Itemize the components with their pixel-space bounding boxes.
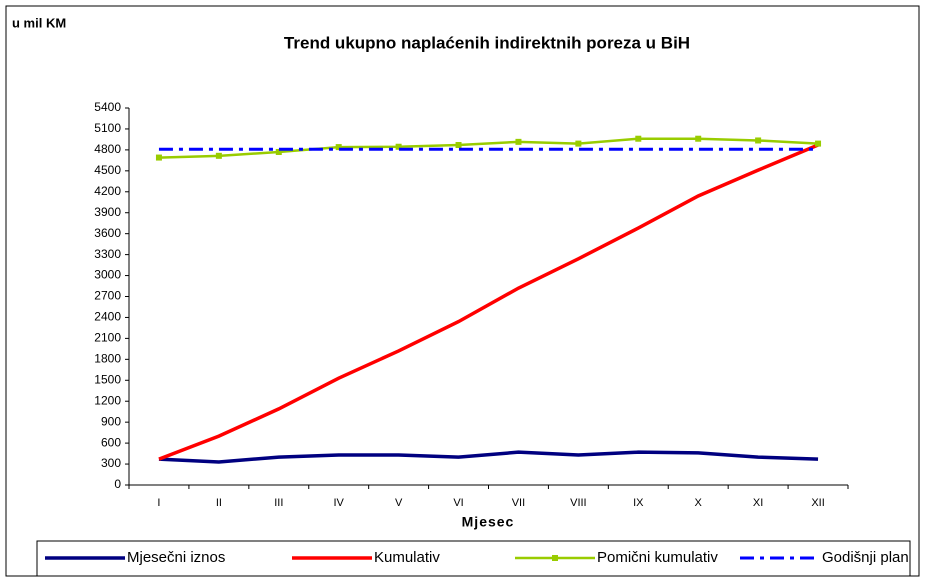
x-tick-label: X [695, 497, 703, 509]
x-tick-label: VI [453, 497, 463, 509]
y-tick-label: 3600 [94, 226, 121, 240]
legend-label: Pomični kumulativ [597, 549, 718, 566]
x-tick-label: IX [633, 497, 644, 509]
y-tick-label: 300 [101, 456, 121, 470]
point [575, 140, 582, 147]
x-tick-label: V [395, 497, 403, 509]
x-tick-label: VII [512, 497, 525, 509]
x-tick-label: XII [811, 497, 824, 509]
y-tick-label: 4800 [94, 142, 121, 156]
point [815, 140, 822, 147]
point [335, 144, 342, 151]
x-tick-label: IV [334, 497, 345, 509]
y-tick-label: 600 [101, 435, 121, 449]
y-tick-label: 1200 [94, 393, 121, 407]
point [275, 148, 282, 155]
point [395, 143, 402, 150]
series-line [158, 450, 819, 464]
x-tick-label: VIII [570, 497, 587, 509]
y-tick-label: 4500 [94, 163, 121, 177]
x-tick-label: XI [753, 497, 763, 509]
y-tick-label: 2700 [94, 289, 121, 303]
y-tick-label: 3300 [94, 247, 121, 261]
y-tick-label: 5400 [94, 100, 121, 114]
y-tick-label: 5100 [94, 121, 121, 135]
legend-box [36, 540, 911, 577]
point [215, 152, 222, 159]
legend-marker [552, 555, 558, 561]
series-line [158, 143, 819, 461]
y-tick-label: 1500 [94, 372, 121, 386]
y-tick-label: 900 [101, 414, 121, 428]
series-line [158, 137, 819, 159]
y-tick-label: 3900 [94, 205, 121, 219]
y-tick-label: 2100 [94, 331, 121, 345]
y-tick-label: 2400 [94, 310, 121, 324]
y-tick-label: 1800 [94, 352, 121, 366]
point [455, 142, 462, 149]
x-axis-label: Mjesec [462, 514, 515, 530]
point [755, 137, 762, 144]
y-tick-label: 4200 [94, 184, 121, 198]
point [635, 135, 642, 142]
point [155, 154, 162, 161]
y-tick-label: 0 [114, 477, 121, 491]
chart-border [5, 5, 920, 577]
chart-title: Trend ukupno naplaćenih indirektnih pore… [284, 33, 690, 52]
x-tick-label: II [216, 497, 222, 509]
y-axis-label: u mil KM [12, 15, 66, 30]
legend-label: Kumulativ [374, 549, 440, 566]
point [695, 135, 702, 142]
legend-label: Godišnji plan [822, 549, 909, 566]
legend-label: Mjesečni iznos [127, 549, 225, 566]
x-tick-label: I [157, 497, 160, 509]
x-tick-label: III [274, 497, 283, 509]
y-tick-label: 3000 [94, 268, 121, 282]
point [515, 138, 522, 145]
